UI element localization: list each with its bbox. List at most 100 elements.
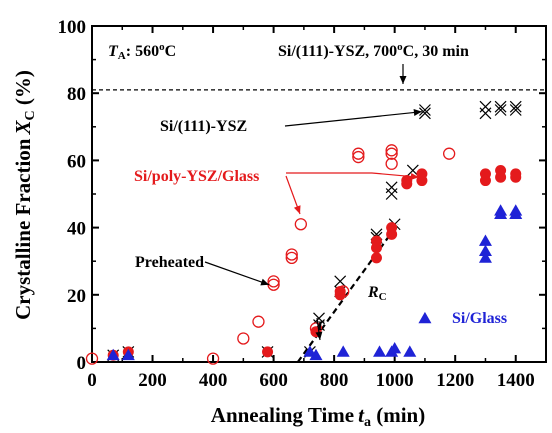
data-point-open-circle: [285, 251, 298, 264]
y-axis-title: Crystalline Fraction XC (%): [11, 70, 38, 320]
data-point-open-circle: [85, 352, 99, 365]
data-point-open-circle: [352, 147, 365, 160]
arrow-preheated: [204, 261, 270, 286]
y-tick-label: 40: [67, 219, 86, 240]
data-point-cross: [479, 100, 492, 113]
data-point-filled-circle: [479, 168, 491, 180]
data-point-filled-circle: [401, 175, 413, 187]
temp-unit: C: [165, 43, 177, 60]
data-marks: [85, 100, 523, 365]
data-point-filled-circle: [371, 235, 383, 247]
x-axis-title-label: Annealing Time: [211, 403, 354, 427]
x-axis-title-var: t: [358, 403, 365, 427]
data-point-filled-circle: [416, 168, 428, 180]
arrow-tau-head: [315, 331, 323, 340]
data-point-triangle: [336, 345, 350, 357]
data-point-triangle: [494, 204, 508, 216]
temp-prefix: T: [108, 43, 119, 60]
x-axis-title-unit: (min): [371, 403, 425, 427]
arrow-111-ysz-head: [413, 109, 422, 116]
data-point-cross: [313, 312, 325, 325]
temp-sub: A: [118, 50, 126, 62]
arrow-111-ysz: [284, 111, 422, 127]
reference-condition-label: Si/(111)-YSZ, 700oC, 30 min: [278, 41, 469, 60]
data-point-cross: [419, 107, 431, 120]
data-point-cross: [385, 188, 398, 200]
data-point-open-circle: [206, 352, 220, 365]
data-point-triangle: [121, 348, 135, 361]
temp-sup: o: [159, 41, 165, 53]
data-point-open-circle: [285, 248, 298, 261]
series-label-poly-ysz: Si/poly-YSZ/Glass: [134, 168, 259, 185]
data-point-triangle: [478, 251, 492, 263]
axis-ticks: 0 200 400 600 800 1000 1200 1400 0 20 40 60 80 100: [58, 17, 546, 391]
rc-sub: C: [379, 291, 387, 303]
y-tick-label: 0: [77, 353, 87, 374]
series-3: [106, 204, 523, 361]
data-point-cross: [334, 275, 347, 288]
x-tick-label: 200: [138, 370, 167, 391]
x-tick-label: 0: [87, 370, 97, 391]
data-point-open-circle: [252, 315, 265, 328]
data-point-filled-circle: [386, 222, 398, 234]
rc-label: RC: [367, 284, 387, 303]
annotation-arrows: [204, 64, 422, 341]
y-axis-title-unit: (%): [11, 70, 35, 110]
data-point-open-circle: [267, 275, 280, 288]
data-point-open-circle: [352, 150, 365, 164]
x-axis-title-sub: a: [364, 415, 371, 430]
data-point-cross: [509, 104, 522, 116]
data-point-open-circle: [385, 147, 398, 160]
arrow-poly-open-head: [293, 205, 301, 214]
y-tick-label: 100: [58, 17, 87, 38]
y-tick-label: 20: [67, 286, 86, 307]
rc-main: R: [367, 284, 379, 301]
data-point-open-circle: [385, 144, 398, 157]
data-point-triangle: [373, 345, 387, 357]
data-point-cross: [419, 104, 431, 116]
y-tick-label: 80: [67, 84, 86, 105]
data-point-cross: [479, 107, 492, 120]
data-point-triangle: [509, 204, 523, 216]
x-tick-label: 1000: [376, 370, 414, 391]
data-point-cross: [385, 181, 398, 194]
data-point-filled-circle: [262, 346, 274, 358]
y-axis-title-sub: C: [23, 110, 38, 120]
data-point-open-circle: [385, 157, 398, 170]
data-point-triangle: [309, 348, 323, 361]
ref-label-sup: o: [397, 41, 403, 53]
data-point-triangle: [478, 234, 492, 246]
x-tick-label: 400: [199, 370, 228, 391]
ref-label-main: Si/(111)-YSZ, 700: [278, 43, 397, 60]
data-point-filled-circle: [510, 168, 522, 180]
series-label-111-ysz: Si/(111)-YSZ: [160, 118, 247, 135]
arrow-preheated-head: [260, 278, 270, 286]
data-point-filled-circle: [334, 285, 346, 297]
preheated-label: Preheated: [135, 254, 204, 271]
reference-arrow-head: [399, 76, 407, 84]
data-point-filled-circle: [371, 252, 383, 264]
x-tick-label: 1400: [497, 370, 535, 391]
x-tick-label: 1200: [436, 370, 474, 391]
data-point-triangle: [478, 244, 492, 256]
data-point-cross: [509, 100, 522, 113]
tau-label: τ: [316, 314, 325, 334]
x-tick-label: 800: [320, 370, 349, 391]
data-point-triangle: [388, 342, 402, 354]
x-tick-label: 600: [259, 370, 288, 391]
y-axis-title-label: Crystalline Fraction: [11, 138, 35, 320]
data-point-triangle: [418, 311, 432, 324]
data-point-cross: [494, 100, 507, 113]
data-point-cross: [494, 104, 507, 116]
arrow-poly-filled-head: [410, 173, 419, 180]
temp-value: : 560: [126, 43, 159, 60]
y-tick-label: 60: [67, 151, 86, 172]
data-point-open-circle: [237, 332, 250, 345]
x-axis-title: Annealing Time ta (min): [211, 403, 425, 430]
anneal-temperature-label: TA: 560oC: [108, 41, 176, 62]
data-point-open-circle: [442, 147, 456, 160]
series-label-glass: Si/Glass: [452, 310, 507, 327]
ref-label-tail: C, 30 min: [403, 43, 469, 60]
data-point-triangle: [106, 348, 120, 361]
